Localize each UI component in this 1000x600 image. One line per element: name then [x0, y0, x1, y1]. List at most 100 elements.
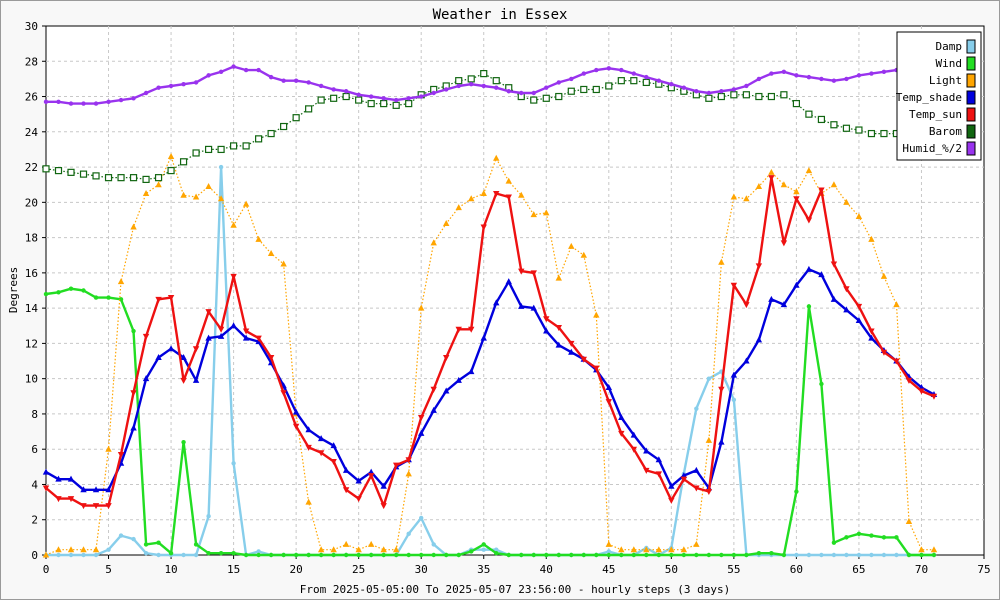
data-point-wind — [569, 552, 574, 558]
data-point-light — [555, 274, 562, 281]
data-point-light — [418, 304, 425, 311]
data-point-barom — [467, 75, 475, 83]
data-point-humid-2 — [444, 87, 449, 92]
data-point-light — [530, 211, 537, 218]
data-point-light — [830, 181, 838, 188]
data-point-damp — [181, 552, 186, 558]
data-point-wind — [356, 552, 361, 558]
data-point-temp-sun — [668, 497, 675, 504]
data-point-temp-sun — [392, 462, 400, 469]
data-point-light — [405, 470, 412, 477]
x-tick-label: 65 — [852, 563, 865, 576]
data-point-temp-shade — [367, 468, 375, 475]
data-point-temp-shade — [843, 306, 850, 313]
data-point-wind — [606, 552, 611, 558]
data-point-temp-shade — [818, 271, 825, 278]
data-point-temp-sun — [793, 196, 800, 203]
data-point-light — [730, 193, 738, 200]
data-point-temp-sun — [342, 487, 350, 494]
data-point-light — [205, 182, 212, 189]
data-point-temp-shade — [455, 376, 462, 383]
data-point-barom — [142, 175, 150, 184]
data-point-light — [430, 239, 437, 246]
data-point-barom — [867, 129, 876, 138]
data-point-wind — [756, 551, 762, 556]
data-point-barom — [642, 78, 650, 87]
data-point-wind — [431, 552, 436, 558]
data-point-temp-shade — [80, 486, 87, 493]
data-point-damp — [494, 547, 499, 552]
data-point-temp-shade — [418, 429, 425, 436]
data-point-wind — [881, 535, 887, 540]
legend-swatch-barom — [966, 124, 976, 139]
data-point-light — [305, 498, 312, 505]
data-point-temp-sun — [42, 485, 50, 492]
chart-title: Weather in Essex — [433, 7, 568, 23]
data-point-light — [655, 546, 663, 553]
data-point-wind — [706, 552, 712, 558]
data-point-damp — [606, 549, 611, 554]
data-point-damp — [93, 552, 99, 558]
data-point-wind — [894, 535, 899, 540]
data-point-barom — [592, 85, 600, 94]
data-point-wind — [381, 552, 386, 558]
data-point-humid-2 — [769, 71, 774, 76]
x-tick-label: 5 — [105, 563, 112, 576]
data-point-temp-sun — [618, 430, 625, 437]
data-point-temp-shade — [868, 334, 875, 341]
data-point-humid-2 — [331, 87, 336, 92]
data-point-barom — [267, 129, 275, 138]
data-point-temp-shade — [380, 482, 387, 489]
data-point-temp-shade — [342, 466, 350, 473]
data-point-light — [893, 301, 900, 308]
data-point-temp-sun — [55, 496, 62, 503]
data-point-temp-sun — [868, 328, 875, 335]
data-point-light — [355, 546, 362, 553]
legend-swatch-temp-shade — [966, 90, 976, 105]
data-point-wind — [844, 535, 849, 540]
data-point-wind — [669, 552, 674, 558]
data-point-barom — [292, 114, 300, 122]
data-point-temp-shade — [755, 336, 763, 343]
data-point-temp-sun — [380, 503, 387, 510]
y-tick-label: 28 — [25, 55, 38, 68]
y-tick-label: 10 — [25, 373, 38, 386]
data-point-temp-sun — [255, 335, 262, 342]
data-point-temp-shade — [555, 341, 562, 348]
data-point-light — [455, 204, 462, 211]
data-point-humid-2 — [56, 99, 61, 105]
data-point-humid-2 — [293, 78, 299, 83]
data-point-temp-sun — [693, 485, 700, 492]
data-point-light — [443, 219, 450, 226]
data-point-temp-sun — [568, 340, 575, 347]
data-point-humid-2 — [43, 99, 49, 105]
data-point-damp — [694, 406, 699, 411]
data-point-temp-shade — [793, 281, 800, 288]
data-point-temp-sun — [230, 273, 237, 280]
data-point-humid-2 — [656, 78, 662, 83]
data-point-humid-2 — [531, 90, 536, 96]
data-point-wind — [231, 551, 236, 556]
data-point-wind — [644, 552, 649, 558]
data-point-humid-2 — [456, 83, 461, 89]
data-point-barom — [330, 94, 338, 102]
data-point-temp-shade — [67, 475, 75, 482]
y-tick-label: 0 — [31, 549, 38, 562]
data-point-barom — [542, 94, 550, 102]
data-point-humid-2 — [318, 83, 324, 89]
data-point-light — [543, 209, 550, 216]
data-point-temp-sun — [192, 346, 200, 353]
legend-label-damp: Damp — [936, 40, 963, 53]
data-point-temp-shade — [468, 368, 475, 375]
data-point-temp-shade — [142, 375, 150, 382]
data-point-wind — [594, 552, 599, 558]
data-point-wind — [856, 531, 862, 537]
data-point-humid-2 — [406, 96, 411, 101]
data-point-humid-2 — [268, 74, 274, 80]
data-point-temp-shade — [605, 383, 612, 390]
data-point-wind — [556, 552, 561, 558]
data-point-temp-sun — [367, 473, 375, 480]
data-point-humid-2 — [356, 92, 361, 97]
data-point-temp-sun — [455, 326, 462, 333]
y-tick-label: 20 — [25, 196, 38, 209]
